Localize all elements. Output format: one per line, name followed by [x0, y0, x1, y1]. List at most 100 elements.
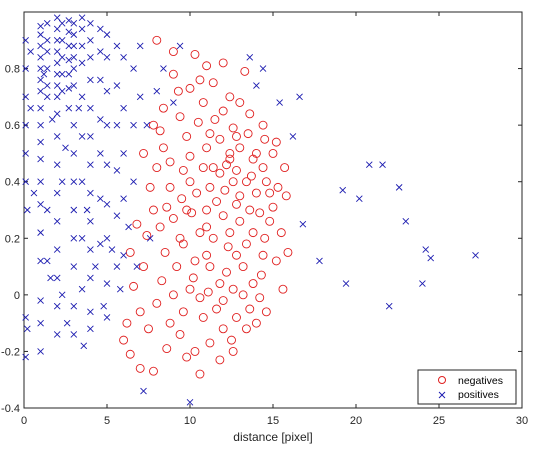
point-negatives — [222, 160, 231, 170]
point-negatives — [205, 262, 215, 272]
x-tick-label: 25 — [433, 415, 445, 427]
point-positives — [103, 314, 111, 321]
point-negatives — [149, 205, 158, 215]
point-positives — [30, 189, 38, 197]
point-positives — [130, 178, 137, 186]
point-positives — [70, 234, 78, 242]
point-positives — [395, 184, 403, 191]
y-tick-label: -0.2 — [1, 346, 20, 358]
point-positives — [58, 291, 66, 299]
point-negatives — [271, 137, 281, 147]
point-positives — [22, 93, 29, 101]
point-negatives — [195, 228, 205, 238]
point-negatives — [241, 324, 251, 334]
point-positives — [65, 85, 73, 92]
legend-marker-negatives — [438, 376, 446, 384]
point-positives — [22, 121, 29, 129]
point-positives — [87, 19, 94, 27]
point-positives — [53, 133, 61, 140]
point-negatives — [175, 330, 185, 339]
point-negatives — [158, 103, 168, 113]
point-negatives — [281, 191, 291, 201]
point-negatives — [255, 208, 265, 218]
point-negatives — [220, 185, 230, 195]
point-negatives — [260, 233, 270, 243]
legend: negatives positives — [417, 369, 517, 405]
point-positives — [22, 36, 29, 44]
point-negatives — [195, 369, 205, 379]
point-negatives — [198, 313, 208, 322]
point-negatives — [218, 106, 228, 116]
y-tick-label: 0.6 — [5, 120, 20, 132]
point-positives — [87, 217, 94, 225]
point-positives — [37, 76, 44, 84]
point-positives — [22, 150, 29, 157]
point-negatives — [182, 205, 192, 215]
point-negatives — [195, 75, 205, 85]
point-negatives — [265, 216, 275, 226]
point-positives — [70, 206, 78, 214]
point-negatives — [135, 363, 145, 373]
point-negatives — [175, 233, 185, 243]
point-positives — [100, 302, 107, 310]
point-negatives — [139, 148, 148, 158]
point-negatives — [157, 276, 167, 286]
point-positives — [48, 116, 56, 123]
point-negatives — [240, 66, 250, 76]
point-positives — [43, 19, 51, 27]
point-positives — [43, 65, 51, 72]
point-positives — [58, 178, 66, 186]
point-negatives — [198, 163, 208, 173]
point-negatives — [205, 182, 215, 192]
point-positives — [385, 302, 393, 310]
point-negatives — [271, 256, 281, 266]
point-positives — [37, 138, 44, 146]
point-positives — [136, 42, 144, 50]
point-positives — [113, 82, 121, 89]
point-negatives — [232, 199, 241, 209]
point-positives — [65, 42, 73, 50]
point-negatives — [132, 219, 142, 229]
point-positives — [43, 257, 51, 265]
point-positives — [276, 99, 283, 106]
point-positives — [146, 234, 154, 242]
point-positives — [78, 234, 86, 242]
x-tick-label: 0 — [21, 415, 27, 427]
point-positives — [22, 314, 29, 321]
point-positives — [58, 87, 66, 95]
point-positives — [427, 254, 435, 262]
point-negatives — [251, 318, 261, 328]
point-positives — [70, 263, 78, 270]
point-negatives — [168, 290, 178, 300]
point-positives — [87, 308, 94, 316]
point-positives — [53, 246, 61, 253]
point-negatives — [268, 202, 278, 212]
point-positives — [103, 87, 111, 95]
point-negatives — [192, 188, 202, 198]
point-negatives — [228, 284, 238, 294]
point-negatives — [260, 134, 270, 144]
point-negatives — [168, 47, 178, 57]
point-positives — [120, 53, 127, 61]
point-negatives — [165, 182, 175, 192]
point-negatives — [173, 86, 183, 96]
point-positives — [43, 206, 51, 214]
point-positives — [70, 121, 78, 129]
point-positives — [43, 36, 51, 44]
point-positives — [120, 251, 127, 259]
point-negatives — [218, 324, 228, 334]
point-negatives — [228, 177, 238, 187]
point-positives — [87, 36, 94, 44]
point-positives — [37, 42, 44, 50]
point-positives — [87, 189, 94, 197]
point-negatives — [203, 287, 213, 297]
point-negatives — [273, 182, 283, 192]
point-positives — [130, 121, 137, 129]
point-positives — [87, 274, 94, 282]
point-negatives — [225, 148, 235, 158]
point-positives — [37, 87, 44, 95]
point-negatives — [190, 49, 200, 59]
point-positives — [70, 178, 78, 186]
point-positives — [37, 155, 44, 163]
point-positives — [92, 263, 99, 270]
